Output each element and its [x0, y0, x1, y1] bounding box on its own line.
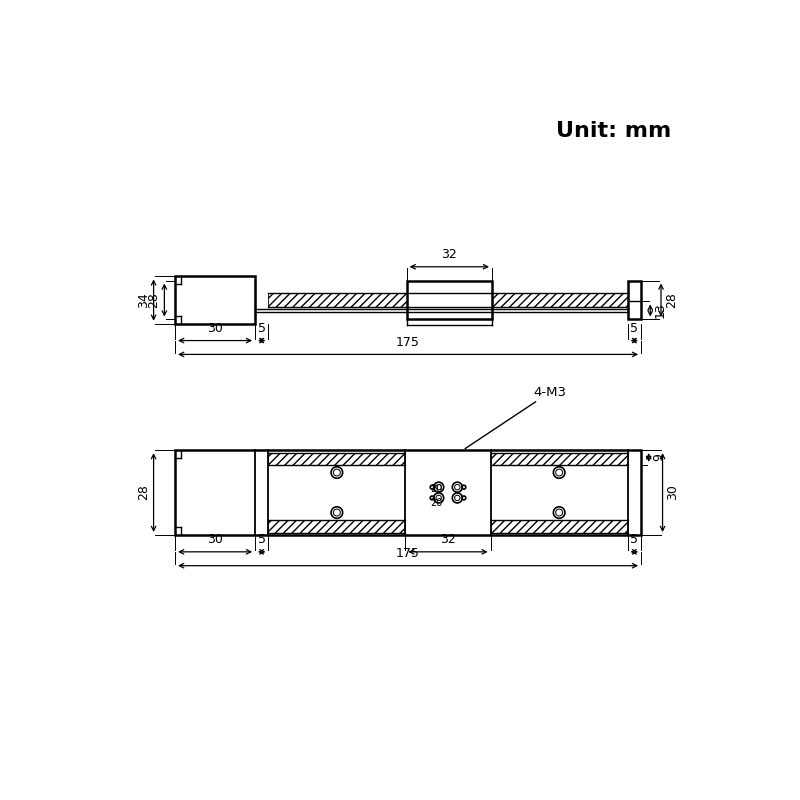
Text: 175: 175	[396, 547, 420, 560]
Bar	[492, 293, 628, 307]
Bar	[268, 453, 406, 465]
Text: 13: 13	[654, 302, 667, 318]
Text: 28: 28	[137, 485, 150, 501]
Text: 20: 20	[430, 485, 442, 494]
Text: 4-M3: 4-M3	[465, 386, 566, 449]
Text: 34: 34	[137, 292, 150, 308]
Text: 9: 9	[653, 454, 666, 462]
Text: 5: 5	[630, 322, 638, 335]
Bar	[628, 281, 641, 319]
Bar	[406, 281, 492, 319]
Text: 32: 32	[440, 534, 456, 546]
Text: 5: 5	[258, 322, 266, 335]
Text: 20: 20	[430, 498, 442, 508]
Text: 28: 28	[665, 292, 678, 308]
Text: 30: 30	[207, 534, 223, 546]
Bar	[268, 520, 406, 533]
Text: 5: 5	[630, 534, 638, 546]
Text: 28: 28	[147, 292, 161, 308]
Text: 30: 30	[666, 485, 679, 501]
Text: Unit: mm: Unit: mm	[556, 121, 671, 141]
Bar	[490, 453, 628, 465]
Text: 175: 175	[396, 336, 420, 349]
Bar	[175, 277, 255, 324]
Text: 30: 30	[207, 322, 223, 335]
Bar	[175, 450, 641, 535]
Bar	[490, 520, 628, 533]
Text: 5: 5	[258, 534, 266, 546]
Text: 32: 32	[442, 248, 458, 262]
Bar	[268, 293, 406, 307]
